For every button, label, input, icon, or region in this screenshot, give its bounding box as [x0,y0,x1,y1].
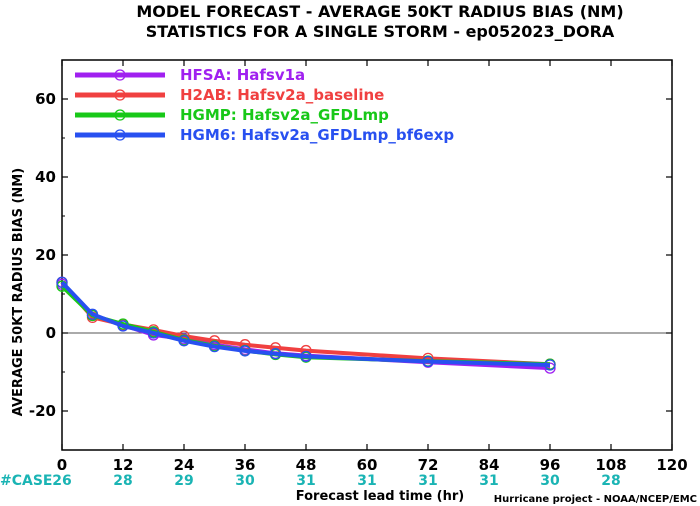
y-tick-label: 60 [35,90,56,108]
y-tick-label: -20 [29,402,56,420]
x-tick-label: 24 [174,456,195,474]
plot-area [56,59,673,451]
data-point [178,335,190,347]
data-point [269,348,282,360]
chart-subtitle: STATISTICS FOR A SINGLE STORM - ep052023… [146,22,615,41]
case-count: 31 [479,473,498,489]
x-tick-label: 72 [418,456,439,474]
data-point [117,320,129,332]
data-point [147,327,160,339]
legend-marker [114,129,126,141]
legend-marker [114,69,126,81]
data-point [56,276,68,288]
legend-entry: HGM6: Hafsv2a_GFDLmp_bf6exp [180,126,454,144]
case-count: 31 [296,473,315,489]
x-tick-label: 84 [479,456,500,474]
legend-entry: HFSA: Hafsv1a [180,66,305,84]
x-tick-label: 0 [57,456,67,474]
y-tick-label: 20 [35,246,56,264]
y-axis-label: AVERAGE 50KT RADIUS BIAS (NM) [11,168,26,416]
credit-text: Hurricane project - NOAA/NCEP/EMC [494,494,697,505]
case-count: 26 [52,473,71,489]
legend-entry: H2AB: Hafsv2a_baseline [180,86,384,104]
y-tick-label: 40 [35,168,56,186]
case-count: 30 [540,473,560,489]
case-count: 29 [174,473,193,489]
legend-entry: HGMP: Hafsv2a_GFDLmp [180,106,389,124]
data-point [544,359,556,371]
case-count: 31 [357,473,376,489]
data-point [300,350,312,363]
chart-title: MODEL FORECAST - AVERAGE 50KT RADIUS BIA… [136,2,623,21]
data-point [208,340,221,353]
x-tick-label: 120 [656,456,687,474]
legend-marker [114,89,126,101]
data-point [239,345,251,357]
series-line-3 [60,280,551,367]
case-count: 28 [113,473,132,489]
x-axis-label: Forecast lead time (hr) [296,489,464,504]
x-tick-label: 96 [540,456,561,474]
case-label: #CASE [0,473,53,489]
x-tick-label: 60 [357,456,378,474]
legend-marker [114,109,126,121]
x-tick-label: 48 [296,456,317,474]
case-count: 28 [601,473,620,489]
y-tick-label: 0 [46,324,56,342]
x-tick-label: 36 [235,456,256,474]
case-count: 30 [235,473,255,489]
case-count: 31 [418,473,437,489]
x-tick-label: 12 [113,456,134,474]
x-tick-label: 108 [595,456,626,474]
data-point [422,355,434,368]
data-point [86,308,99,320]
